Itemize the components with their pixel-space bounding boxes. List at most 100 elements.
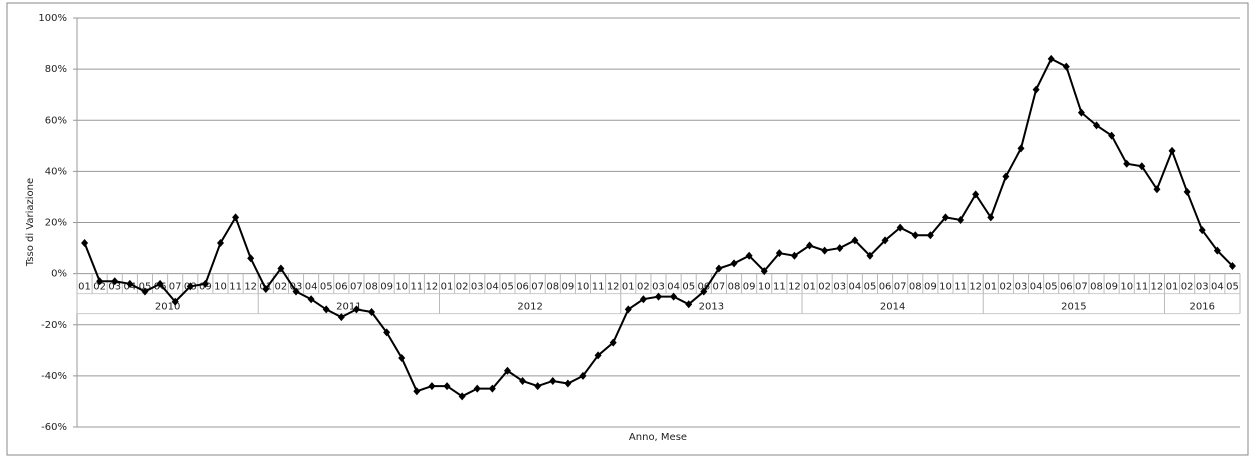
data-marker bbox=[519, 376, 527, 385]
x-tick-label: 12 bbox=[1151, 282, 1164, 293]
data-marker bbox=[715, 264, 723, 273]
y-tick-label: 0% bbox=[51, 269, 67, 280]
x-tick-label: 12 bbox=[426, 282, 439, 293]
data-marker bbox=[232, 213, 240, 222]
data-marker bbox=[171, 297, 179, 306]
x-tick-label: 01 bbox=[984, 282, 997, 293]
data-marker bbox=[745, 251, 753, 260]
data-marker bbox=[81, 238, 89, 247]
x-tick-label: 09 bbox=[924, 282, 937, 293]
data-marker bbox=[277, 264, 285, 273]
data-marker bbox=[1168, 146, 1176, 155]
data-marker bbox=[473, 384, 481, 393]
x-tick-label: 05 bbox=[501, 282, 514, 293]
x-tick-label: 04 bbox=[848, 282, 861, 293]
x-tick-label: 10 bbox=[1120, 282, 1133, 293]
x-tick-label: 12 bbox=[607, 282, 620, 293]
x-tick-label: 06 bbox=[335, 282, 348, 293]
x-tick-label: 11 bbox=[1135, 282, 1148, 293]
data-marker bbox=[1153, 185, 1161, 194]
data-marker bbox=[851, 236, 859, 245]
data-marker bbox=[111, 277, 119, 286]
data-marker bbox=[368, 307, 376, 316]
y-tick-label: -40% bbox=[41, 371, 67, 382]
data-marker bbox=[126, 279, 134, 288]
data-marker bbox=[700, 287, 708, 296]
data-marker bbox=[352, 305, 360, 314]
x-tick-label: 10 bbox=[577, 282, 590, 293]
x-tick-label: 09 bbox=[380, 282, 393, 293]
data-marker bbox=[488, 384, 496, 393]
data-marker bbox=[1002, 172, 1010, 181]
data-marker bbox=[790, 251, 798, 260]
data-marker bbox=[685, 300, 693, 309]
data-marker bbox=[141, 287, 149, 296]
x-tick-label: 03 bbox=[833, 282, 846, 293]
year-label: 2012 bbox=[517, 302, 542, 313]
data-marker bbox=[760, 267, 768, 276]
data-marker bbox=[896, 223, 904, 232]
data-marker bbox=[821, 246, 829, 255]
series-line bbox=[83, 57, 1234, 398]
x-tick-label: 01 bbox=[441, 282, 454, 293]
x-tick-label: 09 bbox=[1105, 282, 1118, 293]
data-marker bbox=[262, 284, 270, 293]
data-marker bbox=[836, 244, 844, 253]
x-tick-label: 06 bbox=[697, 282, 710, 293]
x-tick-label: 03 bbox=[290, 282, 303, 293]
data-marker bbox=[655, 292, 662, 301]
y-tick-label: 100% bbox=[38, 13, 67, 24]
x-tick-label: 08 bbox=[909, 282, 922, 293]
x-tick-label: 02 bbox=[456, 282, 469, 293]
x-tick-label: 12 bbox=[788, 282, 801, 293]
x-tick-label: 03 bbox=[652, 282, 665, 293]
x-tick-label: 04 bbox=[305, 282, 318, 293]
data-marker bbox=[866, 251, 874, 260]
x-tick-label: 03 bbox=[471, 282, 484, 293]
data-marker bbox=[775, 249, 783, 258]
data-marker bbox=[609, 338, 617, 347]
x-tick-label: 09 bbox=[743, 282, 756, 293]
data-marker bbox=[926, 231, 934, 240]
x-tick-label: 06 bbox=[879, 282, 892, 293]
x-tick-label: 02 bbox=[1181, 282, 1194, 293]
data-marker bbox=[670, 292, 678, 301]
data-marker bbox=[624, 305, 632, 314]
x-tick-label: 05 bbox=[320, 282, 333, 293]
data-marker bbox=[806, 241, 814, 250]
x-tick-label: 04 bbox=[1030, 282, 1043, 293]
x-tick-label: 11 bbox=[410, 282, 423, 293]
x-tick-label: 12 bbox=[969, 282, 982, 293]
x-tick-label: 02 bbox=[1000, 282, 1013, 293]
data-marker bbox=[594, 351, 602, 360]
y-tick-label: 40% bbox=[45, 166, 67, 177]
x-tick-label: 11 bbox=[954, 282, 967, 293]
x-tick-label: 07 bbox=[894, 282, 907, 293]
data-marker bbox=[398, 353, 406, 362]
data-marker bbox=[1138, 162, 1146, 171]
y-tick-label: -20% bbox=[41, 320, 67, 331]
x-tick-label: 02 bbox=[275, 282, 288, 293]
data-marker bbox=[156, 279, 164, 288]
data-marker bbox=[96, 277, 104, 286]
data-marker bbox=[881, 236, 889, 245]
data-marker bbox=[1108, 131, 1116, 140]
data-marker bbox=[307, 295, 315, 304]
x-tick-label: 03 bbox=[108, 282, 121, 293]
y-tick-label: -60% bbox=[41, 422, 67, 433]
x-tick-label: 10 bbox=[939, 282, 952, 293]
x-tick-label: 08 bbox=[1090, 282, 1103, 293]
x-tick-label: 10 bbox=[214, 282, 227, 293]
data-marker bbox=[186, 282, 194, 291]
x-tick-label: 06 bbox=[516, 282, 529, 293]
data-marker bbox=[549, 376, 557, 385]
data-marker bbox=[564, 379, 572, 388]
year-label: 2010 bbox=[155, 302, 180, 313]
data-marker bbox=[503, 366, 511, 375]
data-marker bbox=[639, 295, 647, 304]
x-tick-label: 01 bbox=[78, 282, 91, 293]
x-tick-label: 11 bbox=[592, 282, 605, 293]
y-tick-label: 20% bbox=[45, 218, 67, 229]
